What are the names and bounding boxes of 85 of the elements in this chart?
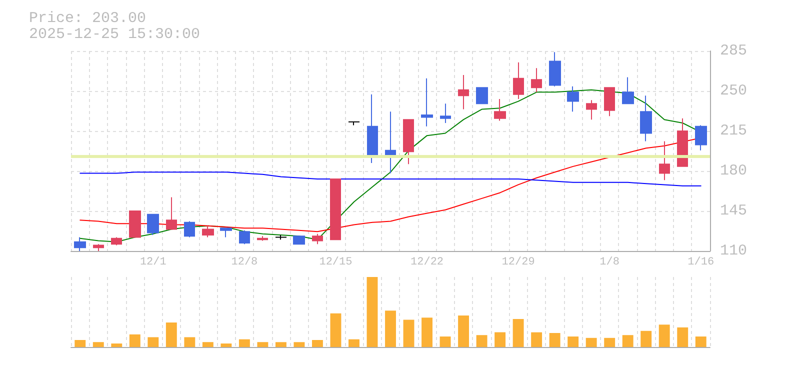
bar xyxy=(677,327,688,347)
y-tick-label: 145 xyxy=(720,202,748,220)
candlestick xyxy=(111,236,122,246)
candlestick xyxy=(184,220,195,238)
bar xyxy=(202,342,214,347)
y-tick-label: 215 xyxy=(720,122,748,140)
chart-subtitle: 2025-12-25 15:30:00 xyxy=(29,26,200,43)
y-tick-label: 110 xyxy=(720,242,748,260)
bar xyxy=(512,319,524,347)
bar xyxy=(403,320,414,347)
chart-title: Price: 203.00 xyxy=(29,10,146,27)
candlestick xyxy=(348,121,360,126)
candlestick xyxy=(531,68,542,93)
candlestick xyxy=(330,178,341,240)
candlestick xyxy=(147,214,159,236)
candlestick xyxy=(403,119,414,165)
bar xyxy=(549,333,560,347)
bar xyxy=(422,318,432,347)
candlestick xyxy=(440,103,451,124)
bar xyxy=(366,277,378,347)
candlestick xyxy=(567,86,579,112)
candlestick xyxy=(604,87,615,117)
bar xyxy=(568,336,579,347)
candlestick xyxy=(239,230,250,245)
bar xyxy=(238,339,250,347)
bar xyxy=(275,342,286,347)
bar xyxy=(586,338,597,347)
bar xyxy=(440,336,451,347)
candlestick xyxy=(293,236,305,245)
x-tick-label: 12/15 xyxy=(319,256,352,268)
bar xyxy=(622,335,634,347)
bar xyxy=(92,342,104,347)
bar xyxy=(330,313,342,347)
bar xyxy=(129,334,140,347)
bar xyxy=(385,310,396,347)
candlestick xyxy=(494,98,506,122)
bar xyxy=(494,332,506,347)
candlestick xyxy=(458,74,469,110)
x-tick-label: 1/16 xyxy=(688,256,714,268)
bar xyxy=(658,324,670,347)
x-tick-label: 12/1 xyxy=(140,256,167,268)
candlestick xyxy=(202,225,214,238)
bar xyxy=(476,335,488,347)
candlestick xyxy=(93,244,104,252)
bar xyxy=(604,338,616,347)
bar xyxy=(74,340,86,347)
bar xyxy=(640,330,652,347)
bar xyxy=(531,332,542,347)
x-tick-label: 12/22 xyxy=(410,256,444,268)
y-tick-label: 285 xyxy=(720,42,748,60)
candlestick xyxy=(129,210,141,238)
candlestick xyxy=(513,62,524,100)
line-series xyxy=(80,172,702,186)
candlestick xyxy=(695,124,707,151)
candlestick xyxy=(74,236,86,252)
candlestick xyxy=(659,140,670,181)
bar xyxy=(184,337,196,347)
y-tick-label: 250 xyxy=(720,82,748,100)
bar xyxy=(695,336,706,347)
candlestick xyxy=(640,95,652,142)
candlestick xyxy=(220,228,232,238)
x-tick-label: 12/8 xyxy=(231,256,258,268)
candlestick xyxy=(312,233,323,245)
bar xyxy=(348,339,360,347)
candlestick xyxy=(166,196,177,230)
bar xyxy=(257,342,268,347)
candlestick xyxy=(586,100,597,120)
candlestick xyxy=(476,87,488,104)
candlestick xyxy=(549,52,561,87)
x-tick-label: 12/29 xyxy=(502,256,535,268)
bar xyxy=(220,344,232,347)
candlestick xyxy=(622,76,634,104)
candlestick xyxy=(367,94,378,164)
bar xyxy=(148,337,159,347)
bar xyxy=(111,344,122,347)
x-tick-label: 1/8 xyxy=(600,256,620,268)
candlestick xyxy=(421,78,433,127)
candlestick xyxy=(677,118,688,167)
y-tick-label: 180 xyxy=(720,162,748,180)
candlestick xyxy=(257,236,268,242)
bar xyxy=(312,340,323,347)
bar xyxy=(458,316,470,347)
bar xyxy=(294,342,305,347)
candlestick xyxy=(275,234,287,240)
bar xyxy=(166,322,177,347)
